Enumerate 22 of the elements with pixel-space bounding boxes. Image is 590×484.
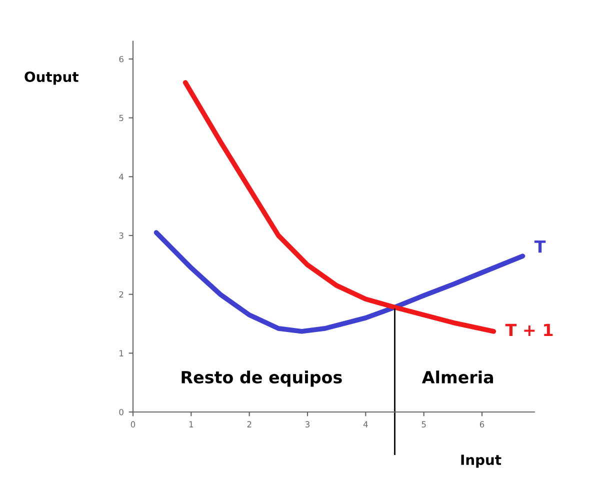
y-tick-label: 4	[119, 174, 124, 180]
x-tick-label: 3	[305, 421, 310, 428]
y-tick-label: 6	[119, 56, 124, 62]
series-label: T + 1	[505, 324, 553, 336]
x-tick-label: 0	[130, 421, 136, 428]
y-tick-label: 0	[119, 408, 124, 416]
x-tick-label: 1	[189, 421, 194, 428]
line-series	[154, 230, 526, 334]
y-tick-label: 2	[119, 291, 124, 298]
line-series	[182, 80, 496, 334]
x-tick-label: 4	[363, 421, 368, 428]
y-tick-label: 5	[119, 114, 124, 122]
annotation: Resto de equipos	[182, 370, 342, 387]
series-label: T	[534, 240, 546, 253]
y-tick-label: 3	[119, 232, 124, 239]
y-axis-title: Output	[24, 72, 78, 85]
x-tick-label: 5	[422, 421, 426, 428]
x-tick-label: 2	[247, 421, 252, 428]
y-tick-label: 1	[120, 350, 124, 356]
x-axis-title: Input	[461, 454, 502, 468]
x-tick-label: 6	[480, 421, 484, 428]
annotation: Almeria	[422, 370, 494, 384]
